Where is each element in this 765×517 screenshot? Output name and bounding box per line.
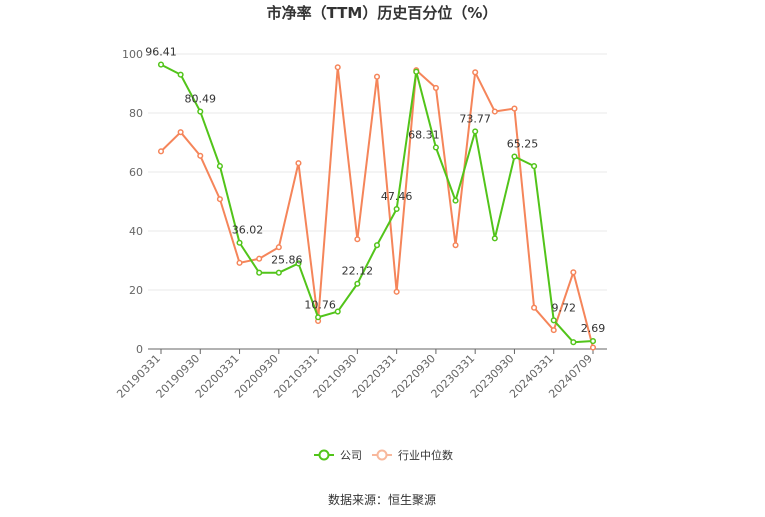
series-company [157,61,597,346]
company-point[interactable] [452,197,459,204]
company-data-label: 9.72 [551,301,576,314]
company-point[interactable] [373,242,381,249]
company-point[interactable] [570,339,577,346]
industry-median-point[interactable] [157,148,165,155]
company-data-label: 22.12 [342,265,374,278]
industry-median-point[interactable] [373,73,381,80]
y-tick-label: 0 [136,343,143,356]
data-source: 数据来源：恒生聚源 [328,492,436,507]
company-point[interactable] [157,61,165,68]
industry-median-point[interactable] [452,242,459,249]
industry-median-point[interactable] [550,327,557,334]
y-tick-label: 40 [129,225,143,238]
legend-item-company[interactable]: 公司 [314,449,362,462]
company-point[interactable] [275,269,282,276]
company-point[interactable] [315,314,322,321]
industry-median-point[interactable] [334,64,341,71]
company-line [160,63,594,344]
legend-item-industry[interactable]: 行业中位数 [372,448,453,462]
industry-median-point[interactable] [491,108,498,115]
industry-median-point[interactable] [531,304,538,311]
company-data-label: 80.49 [185,93,217,106]
company-point[interactable] [197,108,204,115]
company-data-label: 25.86 [271,254,303,267]
industry-median-point[interactable] [511,105,518,112]
company-point[interactable] [177,71,184,78]
chart-title: 市净率（TTM）历史百分位（%） [267,4,498,22]
industry-median-point[interactable] [295,160,302,167]
industry-median-point[interactable] [589,344,597,351]
company-data-label: 2.69 [581,322,606,335]
legend-company-marker-icon [318,449,330,461]
company-point[interactable] [413,68,420,75]
company-point[interactable] [589,338,597,345]
y-tick-label: 60 [129,166,143,179]
industry-median-point[interactable] [197,152,204,159]
y-tick-label: 80 [129,107,143,120]
company-point[interactable] [334,308,341,315]
legend-industry-marker-icon [376,449,388,461]
industry-median-point[interactable] [177,129,184,136]
industry-median-point[interactable] [472,69,479,76]
y-tick-label: 20 [129,284,143,297]
industry-median-point[interactable] [432,84,439,91]
series-industry-median [157,64,597,351]
company-point[interactable] [393,205,400,213]
industry-median-point[interactable] [275,244,282,251]
company-data-label: 47.46 [381,190,413,203]
company-point[interactable] [354,280,361,287]
company-point[interactable] [531,163,538,170]
company-point[interactable] [550,317,557,324]
company-data-label: 36.02 [232,224,264,237]
company-data-label: 68.31 [408,128,440,141]
company-point[interactable] [236,239,243,246]
legend[interactable]: 公司 行业中位数 [314,448,453,462]
company-data-label: 10.76 [304,298,336,311]
legend-company-label: 公司 [340,449,362,462]
y-tick-label: 100 [122,48,143,61]
industry-median-point[interactable] [216,196,223,203]
company-data-label: 96.41 [145,46,177,59]
industry-median-point[interactable] [256,255,263,262]
company-data-label: 65.25 [507,138,539,151]
company-point[interactable] [511,153,518,160]
legend-industry-label: 行业中位数 [398,448,453,462]
company-point[interactable] [216,163,223,170]
industry-median-point[interactable] [236,259,243,266]
industry-median-point[interactable] [354,236,361,243]
industry-median-point[interactable] [393,288,400,295]
grid-lines [148,53,607,291]
industry-median-line [160,66,594,348]
company-point[interactable] [432,144,439,151]
data-labels: 96.41 80.49 36.02 25.86 10.76 22.12 47.46 68.31… [145,46,605,335]
series-layer [157,61,597,351]
company-data-label: 73.77 [459,112,491,125]
company-point[interactable] [491,235,498,242]
company-point[interactable] [295,260,302,267]
industry-median-point[interactable] [570,269,577,276]
company-point[interactable] [472,128,479,135]
company-point[interactable] [256,269,263,276]
